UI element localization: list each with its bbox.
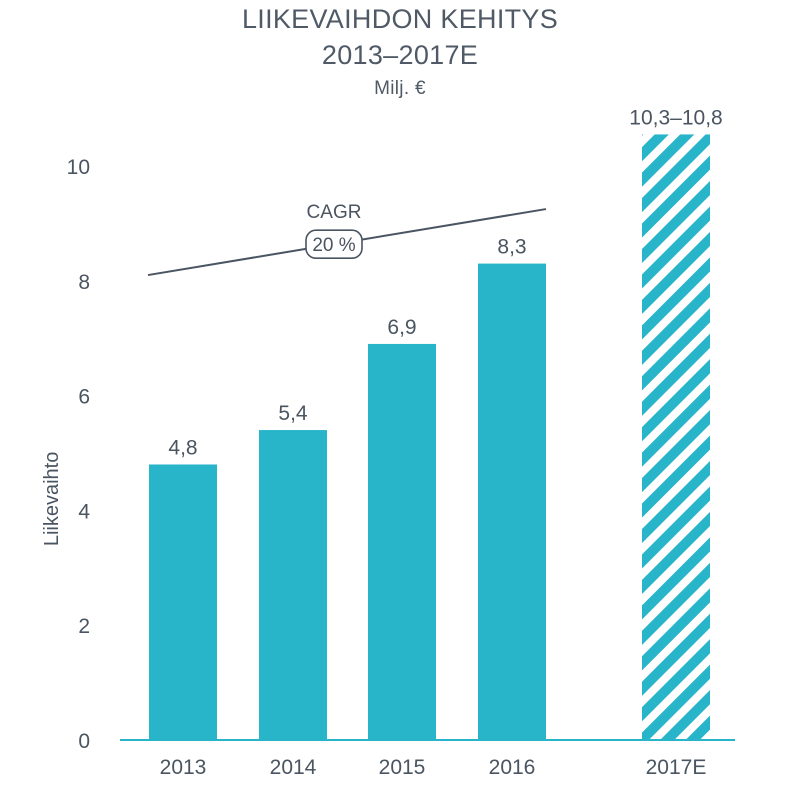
y-tick-label: 6 bbox=[78, 386, 90, 409]
x-tick-label-2014: 2014 bbox=[270, 756, 317, 779]
y-tick-label: 10 bbox=[67, 156, 90, 179]
bar-2017E bbox=[642, 134, 710, 740]
chart-subtitle: 2013–2017E bbox=[321, 40, 479, 70]
bar-2016 bbox=[478, 263, 546, 740]
y-tick-label: 0 bbox=[78, 730, 90, 753]
data-label-2014: 5,4 bbox=[278, 402, 308, 425]
x-tick-label-2016: 2016 bbox=[489, 756, 536, 779]
y-tick-label: 2 bbox=[78, 615, 90, 638]
bar-2013 bbox=[149, 464, 217, 740]
chart-unit: Milj. € bbox=[374, 78, 426, 99]
data-label-2017E: 10,3–10,8 bbox=[629, 106, 722, 129]
cagr-value: 20 % bbox=[312, 235, 355, 256]
x-tick-label-2017E: 2017E bbox=[646, 756, 707, 779]
bar-2014 bbox=[259, 430, 327, 740]
cagr-label: CAGR bbox=[307, 202, 362, 223]
chart-title: LIIKEVAIHDON KEHITYS bbox=[241, 4, 559, 34]
data-label-2016: 8,3 bbox=[497, 236, 526, 259]
y-tick-label: 4 bbox=[78, 500, 90, 523]
x-tick-label-2015: 2015 bbox=[379, 756, 426, 779]
bar-2015 bbox=[368, 343, 436, 740]
data-label-2013: 4,8 bbox=[168, 436, 197, 459]
y-tick-label: 8 bbox=[78, 271, 90, 294]
y-axis-label: Liikevaihto bbox=[41, 452, 63, 547]
data-label-2015: 6,9 bbox=[387, 316, 416, 339]
x-tick-label-2013: 2013 bbox=[160, 756, 207, 779]
cagr-badge bbox=[305, 229, 363, 260]
